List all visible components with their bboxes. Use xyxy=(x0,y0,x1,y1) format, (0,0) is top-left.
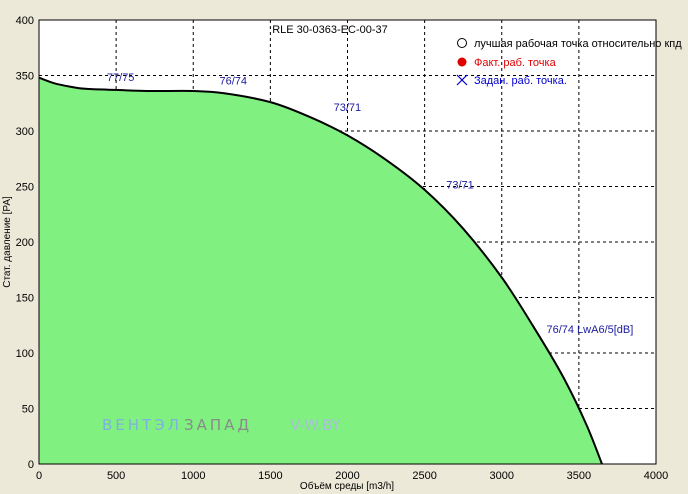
axis-ticks: 0 500 1000 1500 2000 2500 3000 3500 4000 0 50 100 15… xyxy=(16,15,669,482)
x-tick-label: 3500 xyxy=(567,470,591,482)
chart-title: RLE 30-0363-EC-00-37 xyxy=(272,24,388,36)
watermark: ВЕНТЭЛ ЗАПАД V-W.BY xyxy=(102,416,342,434)
x-tick-label: 2000 xyxy=(335,470,359,482)
legend-circle-filled-icon xyxy=(457,57,467,67)
y-tick-label: 250 xyxy=(16,182,34,194)
legend-label-actual-point: Факт. раб. точка xyxy=(474,57,557,69)
sound-level-label: 73/71 xyxy=(334,102,362,114)
y-axis-label: Стат. давление [PA] xyxy=(2,196,13,288)
y-tick-label: 350 xyxy=(16,71,34,83)
legend-label-set-point: Задан. раб. точка. xyxy=(474,75,567,87)
sound-level-label: 77/75 xyxy=(107,72,135,84)
y-tick-label: 200 xyxy=(16,237,34,249)
x-tick-label: 1000 xyxy=(181,470,205,482)
y-tick-label: 300 xyxy=(16,126,34,138)
y-tick-label: 0 xyxy=(28,459,34,471)
watermark-text-2: ЗАПАД xyxy=(184,416,252,434)
plot-border xyxy=(38,19,657,465)
x-tick-label: 4000 xyxy=(644,470,668,482)
sound-level-label: 76/74 LwA6/5[dB] xyxy=(546,324,633,336)
y-tick-label: 150 xyxy=(16,293,34,305)
x-axis-label: Объём среды [m3/h] xyxy=(300,480,394,492)
sound-level-label: 73/71 xyxy=(446,180,474,192)
performance-area xyxy=(39,77,602,464)
watermark-text-1: ВЕНТЭЛ xyxy=(102,416,182,434)
sound-annotations: 77/75 76/74 73/71 73/71 76/74 LwA6/5[dB] xyxy=(107,72,633,336)
y-tick-label: 400 xyxy=(16,15,34,27)
watermark-text-3: V-W.BY xyxy=(290,416,342,434)
x-tick-label: 500 xyxy=(107,470,125,482)
y-tick-label: 100 xyxy=(16,348,34,360)
legend: лучшая рабочая точка относительно кпд Фа… xyxy=(456,38,682,87)
x-tick-label: 0 xyxy=(36,470,42,482)
x-tick-label: 2500 xyxy=(412,470,436,482)
x-tick-label: 3000 xyxy=(490,470,514,482)
y-tick-label: 50 xyxy=(22,404,34,416)
legend-label-best-point: лучшая рабочая точка относительно кпд xyxy=(474,38,682,50)
x-tick-label: 1500 xyxy=(258,470,282,482)
sound-level-label: 76/74 xyxy=(219,75,247,87)
legend-cross-icon xyxy=(456,74,468,86)
performance-curve xyxy=(38,76,603,465)
legend-circle-open-icon xyxy=(457,38,467,48)
